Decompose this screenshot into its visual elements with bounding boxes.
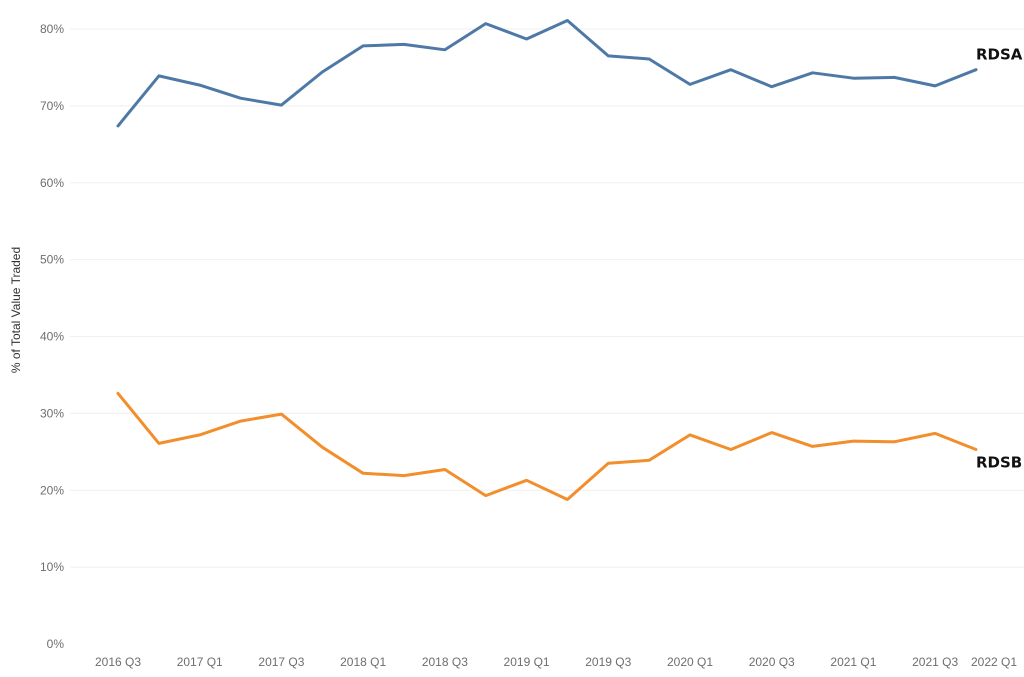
y-tick-label: 10%	[40, 560, 64, 574]
series-end-labels: RDSA RDSB	[976, 46, 1023, 472]
y-tick-label: 80%	[40, 22, 64, 36]
series-lines	[116, 19, 978, 501]
x-axis-ticks: 2016 Q3 2017 Q1 2017 Q3 2018 Q1 2018 Q3 2019 …	[95, 655, 1017, 669]
x-tick-label: 2017 Q3	[258, 655, 304, 669]
y-axis-ticks: 0% 10% 20% 30% 40% 50% 60% 70% 80%	[40, 22, 64, 651]
x-tick-label: 2020 Q1	[667, 655, 713, 669]
y-tick-label: 20%	[40, 483, 64, 497]
series-line-rdsa	[116, 19, 978, 128]
x-tick-label: 2021 Q1	[830, 655, 876, 669]
y-tick-label: 70%	[40, 99, 64, 113]
y-tick-label: 50%	[40, 253, 64, 267]
series-label-rdsb: RDSB	[976, 454, 1022, 472]
x-tick-label: 2019 Q3	[585, 655, 631, 669]
series-line-rdsb	[116, 391, 978, 501]
x-tick-label: 2022 Q1	[971, 655, 1017, 669]
y-tick-label: 30%	[40, 406, 64, 420]
x-tick-label: 2017 Q1	[177, 655, 223, 669]
x-tick-label: 2018 Q3	[422, 655, 468, 669]
y-tick-label: 0%	[47, 637, 65, 651]
gridlines	[70, 28, 1024, 568]
y-tick-label: 60%	[40, 176, 64, 190]
x-tick-label: 2018 Q1	[340, 655, 386, 669]
series-label-rdsa: RDSA	[976, 46, 1023, 64]
x-tick-label: 2016 Q3	[95, 655, 141, 669]
y-axis-title: % of Total Value Traded	[9, 247, 23, 373]
x-tick-label: 2020 Q3	[749, 655, 795, 669]
x-tick-label: 2021 Q3	[912, 655, 958, 669]
y-tick-label: 40%	[40, 330, 64, 344]
x-tick-label: 2019 Q1	[504, 655, 550, 669]
